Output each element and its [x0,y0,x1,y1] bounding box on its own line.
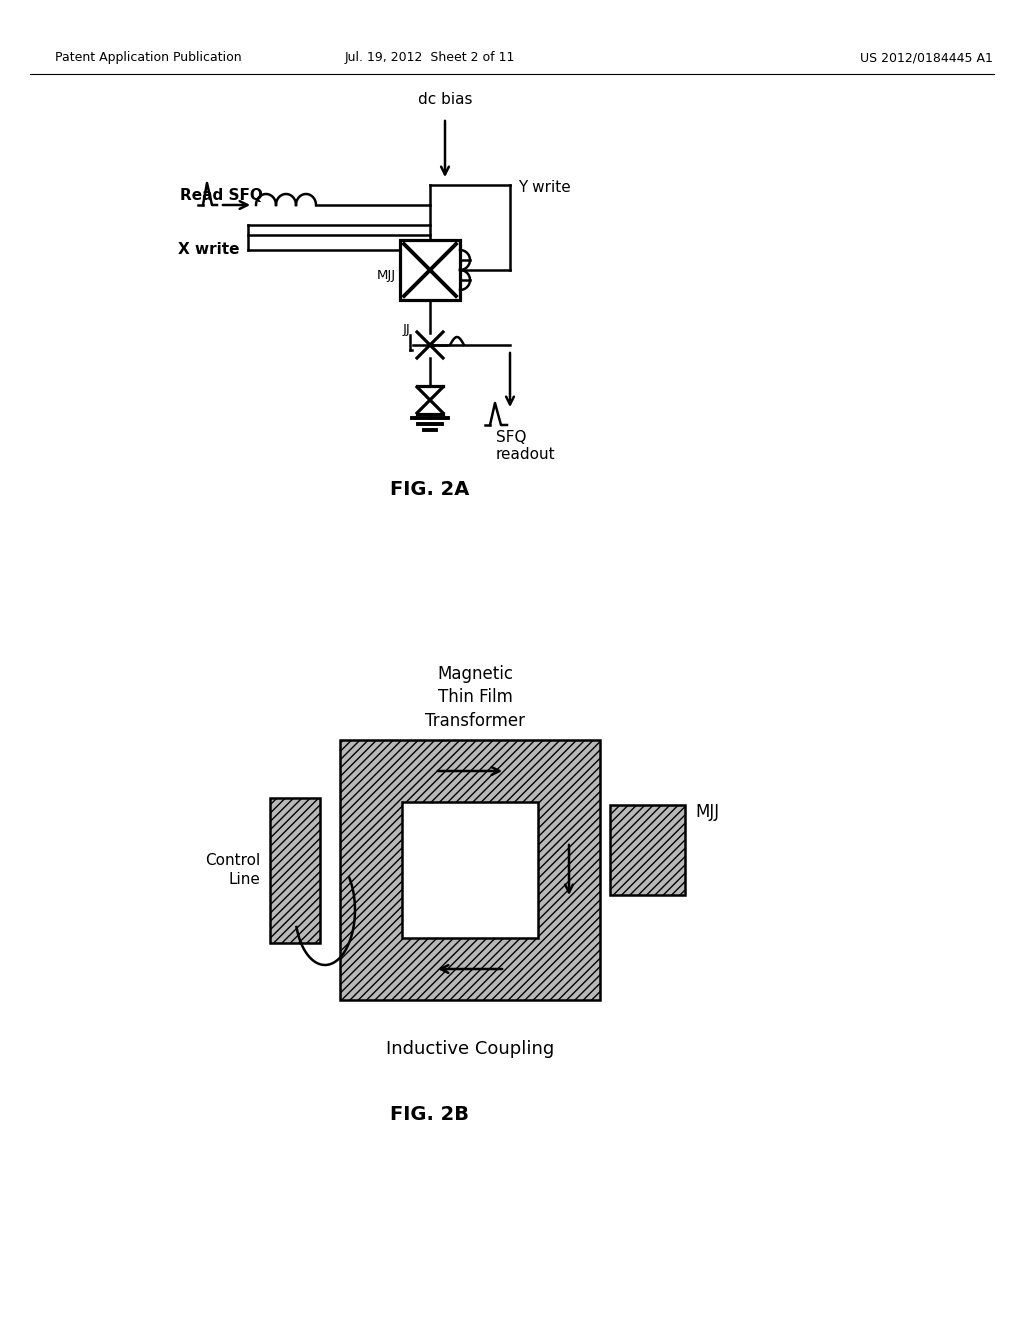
Bar [400,240,460,300]
Text: Y write: Y write [518,180,570,195]
Text: Magnetic
Thin Film
Transformer: Magnetic Thin Film Transformer [425,665,525,730]
Text: dc bias: dc bias [418,92,472,107]
Text: X write: X write [178,243,240,257]
Text: Jul. 19, 2012  Sheet 2 of 11: Jul. 19, 2012 Sheet 2 of 11 [345,51,515,65]
Text: JJ: JJ [402,323,410,337]
Text: SFQ
readout: SFQ readout [496,430,556,462]
Bar [402,803,538,939]
Text: Inductive Coupling: Inductive Coupling [386,1040,554,1059]
Text: MJJ: MJJ [377,268,396,281]
Text: Read SFQ: Read SFQ [180,189,263,203]
Bar [610,805,685,895]
Text: US 2012/0184445 A1: US 2012/0184445 A1 [860,51,993,65]
Text: Patent Application Publication: Patent Application Publication [55,51,242,65]
Text: FIG. 2A: FIG. 2A [390,480,470,499]
Bar [340,741,600,1001]
Text: FIG. 2B: FIG. 2B [390,1105,469,1125]
Text: MJJ: MJJ [695,803,719,821]
Text: Control
Line: Control Line [205,853,260,887]
Bar [270,797,319,942]
